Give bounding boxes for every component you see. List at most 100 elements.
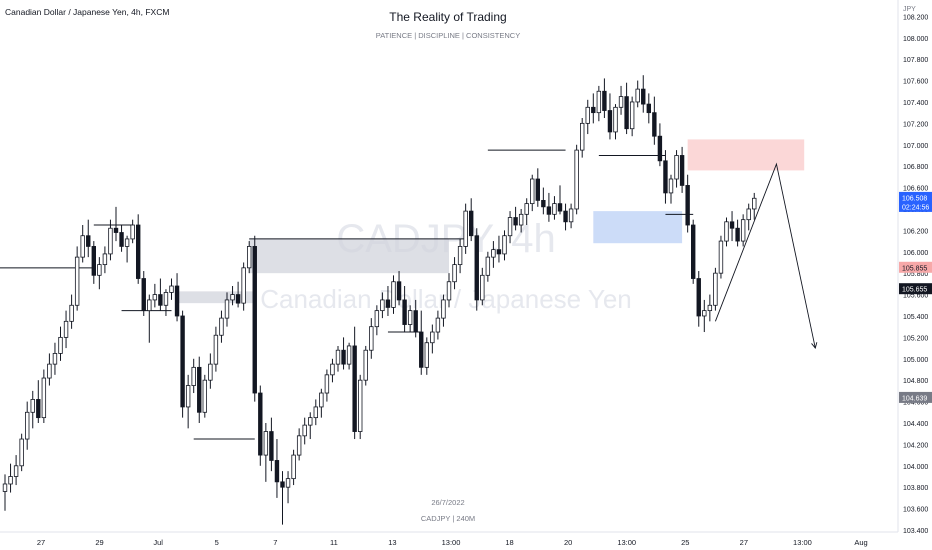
y-tick-label: 107.600: [903, 79, 928, 86]
candle-body: [324, 374, 330, 394]
candle-body: [441, 299, 446, 319]
candle: [8, 463, 13, 493]
candle-body: [274, 460, 280, 483]
candle: [246, 241, 252, 274]
candle: [296, 428, 302, 461]
candle: [119, 225, 124, 252]
x-tick-label: Aug: [854, 538, 867, 547]
candle-body: [507, 217, 513, 237]
candle-body: [63, 320, 69, 338]
candle: [185, 374, 191, 429]
candle: [513, 206, 518, 231]
candle: [596, 85, 602, 122]
candle: [47, 353, 52, 386]
y-tick-label: 104.000: [903, 464, 928, 471]
candle-body: [197, 366, 202, 413]
candle-body: [746, 208, 751, 221]
candle-body: [346, 345, 352, 365]
candle: [163, 289, 169, 316]
x-tick-label: 13:00: [793, 538, 812, 547]
candle-body: [91, 246, 96, 276]
candle-body: [374, 310, 380, 328]
candle-body: [574, 149, 579, 210]
candle-body: [557, 203, 563, 212]
candle-body: [246, 246, 252, 269]
candle: [319, 388, 324, 418]
candle: [19, 433, 24, 472]
candle: [241, 262, 246, 311]
candle: [169, 278, 174, 300]
candle: [635, 80, 640, 108]
candle-body: [185, 385, 191, 408]
x-tick-label: 27: [37, 538, 45, 547]
candle: [80, 225, 85, 263]
candle-body: [285, 478, 291, 488]
candle: [219, 310, 224, 343]
candle-body: [629, 101, 635, 130]
candle: [746, 203, 751, 231]
candle-body: [235, 294, 241, 304]
price-label: 105.855: [899, 261, 932, 273]
candle-body: [52, 353, 58, 365]
candle: [552, 196, 557, 220]
candle: [380, 292, 385, 319]
candle-body: [380, 299, 385, 312]
candle-body: [552, 203, 557, 215]
candle-body: [657, 135, 663, 162]
price-label-box: [899, 261, 932, 273]
candle-body: [369, 326, 374, 351]
candle-body: [30, 399, 35, 413]
candle: [63, 310, 69, 349]
candle-body: [713, 272, 718, 306]
candle: [357, 374, 363, 440]
candle-body: [24, 411, 30, 440]
candle: [668, 174, 674, 204]
y-tick-label: 105.800: [903, 271, 928, 278]
candle: [507, 211, 513, 244]
candle: [530, 174, 535, 212]
price-label-text: 106.508: [902, 195, 927, 202]
candle-body: [302, 424, 307, 437]
candle: [602, 78, 607, 119]
candle-body: [124, 238, 130, 247]
candle-body: [518, 213, 524, 226]
candle: [452, 257, 457, 290]
y-tick-label: 106.800: [903, 164, 928, 171]
candle: [113, 206, 119, 242]
candle-body: [591, 106, 596, 114]
candle: [124, 235, 130, 263]
candle-body: [391, 281, 396, 308]
candle-body: [740, 219, 746, 242]
candle-body: [19, 438, 24, 467]
x-axis[interactable]: 27 29 Jul 5 7 11 13 13:00 18 20 13:00 25 27 13:00 Aug: [0, 531, 898, 547]
candle: [446, 273, 452, 308]
candle: [302, 417, 307, 445]
candle: [269, 417, 274, 472]
candle-body: [97, 264, 102, 276]
candle: [285, 471, 291, 504]
candle: [419, 310, 424, 375]
candle: [707, 294, 713, 322]
candle-body: [36, 399, 41, 419]
candle-body: [724, 221, 729, 242]
candle: [735, 219, 740, 247]
y-axis[interactable]: JPY 108.200 108.000 107.800 107.600 107.400 1…: [897, 0, 928, 535]
candle-body: [430, 331, 435, 344]
candle-body: [513, 217, 518, 226]
candle-body: [446, 281, 452, 301]
candle: [180, 310, 185, 418]
candle: [457, 238, 463, 274]
y-axis-unit: JPY: [903, 6, 916, 13]
blue-zone: [593, 211, 683, 244]
candle: [502, 230, 507, 261]
price-label: 106.508 02:24:56: [899, 191, 932, 212]
candle-body: [363, 349, 368, 381]
candle: [41, 369, 47, 423]
candle-body: [652, 112, 657, 137]
candle: [191, 358, 196, 394]
candle: [563, 203, 568, 231]
candle-body: [163, 292, 169, 306]
candle-body: [180, 315, 185, 408]
candle-body: [258, 392, 263, 456]
